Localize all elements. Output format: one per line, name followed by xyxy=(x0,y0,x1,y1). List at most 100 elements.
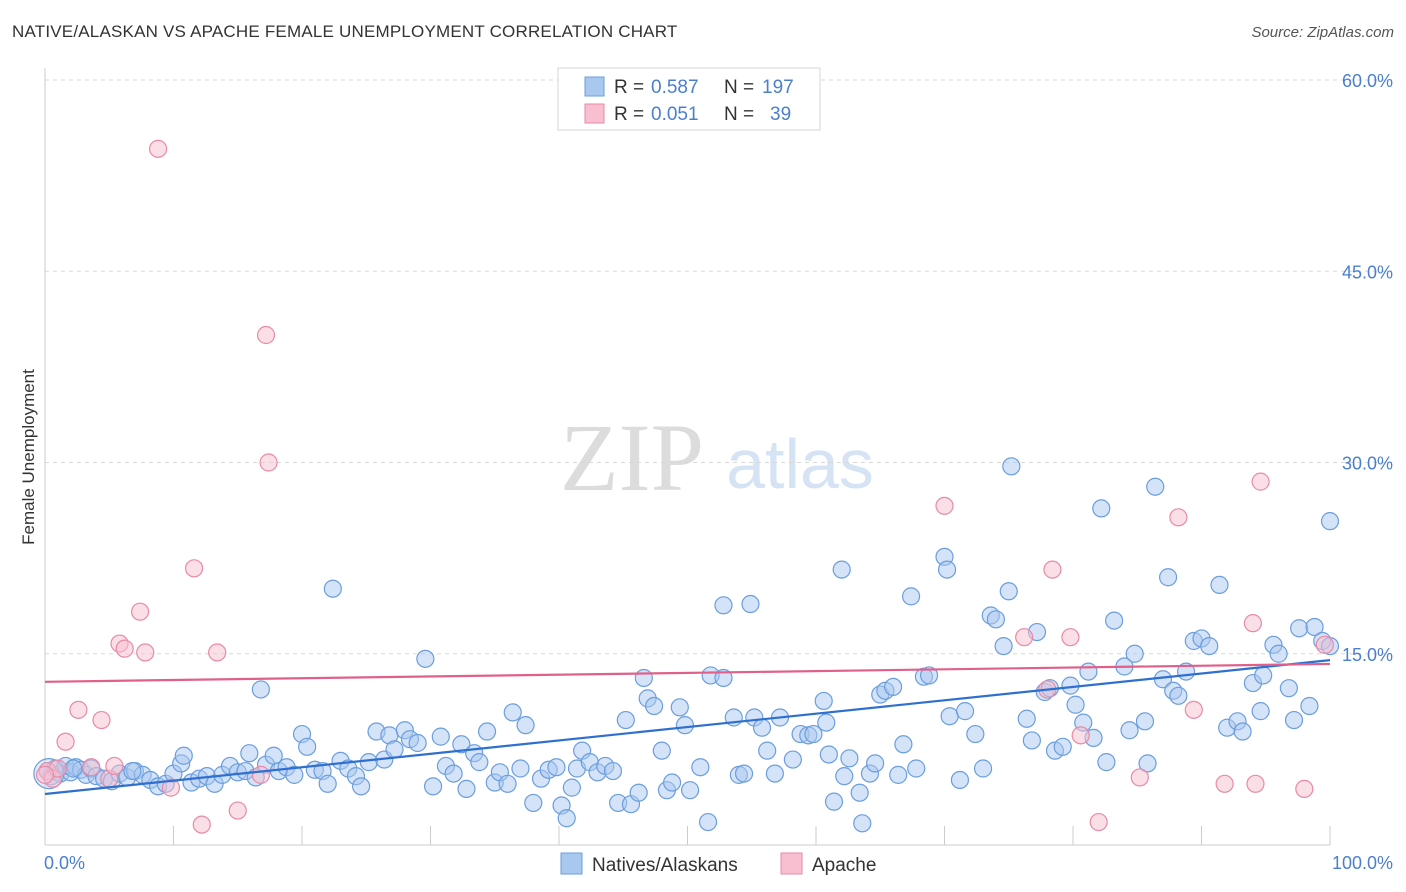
series-apache xyxy=(35,139,1334,834)
data-point-natives xyxy=(1320,512,1340,531)
y-axis-title: Female Unemployment xyxy=(19,369,38,545)
data-point-natives xyxy=(1158,568,1178,587)
data-point-natives xyxy=(907,759,926,778)
data-point-natives xyxy=(423,777,443,796)
data-point-apache xyxy=(1043,560,1062,579)
data-point-apache xyxy=(192,815,211,834)
data-point-natives xyxy=(1092,499,1111,518)
gridlines xyxy=(45,79,1392,655)
data-point-apache xyxy=(256,325,276,345)
data-point-natives xyxy=(973,759,993,778)
data-point-natives xyxy=(477,722,497,741)
data-point-apache xyxy=(1246,774,1265,793)
data-point-apache xyxy=(1251,472,1270,491)
data-point-natives xyxy=(516,716,535,735)
data-point-natives xyxy=(285,765,304,784)
data-point-natives xyxy=(883,677,903,697)
data-point-natives xyxy=(359,753,378,772)
data-point-natives xyxy=(1097,753,1116,772)
watermark: ZIP atlas xyxy=(560,404,874,511)
data-point-natives xyxy=(444,764,463,783)
data-point-apache xyxy=(105,756,124,776)
data-point-natives xyxy=(817,713,836,732)
data-point-natives xyxy=(524,793,543,813)
data-point-natives xyxy=(251,680,270,699)
legend-n-value-2: 39 xyxy=(770,104,791,125)
data-point-natives xyxy=(408,733,427,753)
data-point-apache xyxy=(56,732,75,751)
data-point-natives xyxy=(603,761,623,781)
data-point-natives xyxy=(557,809,576,828)
data-point-natives xyxy=(1284,710,1304,730)
data-point-apache xyxy=(208,643,227,662)
data-point-natives xyxy=(1290,619,1309,638)
data-point-natives xyxy=(1017,709,1036,728)
data-point-natives xyxy=(758,741,777,760)
y-tick-label: 15.0% xyxy=(1342,645,1393,665)
data-point-natives xyxy=(1135,712,1155,731)
legend-n-label-1: N = xyxy=(724,77,754,98)
data-point-natives xyxy=(1210,575,1229,595)
data-point-natives xyxy=(452,735,471,754)
data-point-natives xyxy=(832,560,851,579)
data-point-natives xyxy=(835,767,854,786)
data-point-natives xyxy=(298,737,317,756)
data-point-natives xyxy=(644,696,664,716)
data-point-apache xyxy=(35,765,55,784)
y-tick-label: 30.0% xyxy=(1342,454,1393,474)
data-point-natives xyxy=(840,749,859,768)
data-point-natives xyxy=(352,777,371,796)
legend-bottom-label-apache: Apache xyxy=(812,855,876,876)
legend-r-label-2: R = xyxy=(614,104,644,125)
data-point-natives xyxy=(1146,477,1165,496)
data-point-natives xyxy=(652,741,671,760)
data-point-apache xyxy=(228,801,247,820)
data-point-natives xyxy=(814,691,833,711)
data-point-natives xyxy=(511,759,530,778)
data-point-apache xyxy=(130,602,150,621)
legend-bottom-swatch-pink xyxy=(780,852,803,875)
data-point-natives xyxy=(431,727,450,746)
data-point-natives xyxy=(986,610,1006,629)
data-point-natives xyxy=(1125,644,1144,663)
watermark-zip: ZIP xyxy=(560,404,704,511)
data-point-apache xyxy=(184,559,204,578)
data-point-natives xyxy=(1279,679,1298,698)
data-point-apache xyxy=(82,758,101,777)
data-point-natives xyxy=(783,750,802,769)
axes xyxy=(44,68,1331,846)
data-point-natives xyxy=(498,774,517,793)
data-point-apache xyxy=(92,710,111,730)
watermark-atlas: atlas xyxy=(726,425,874,503)
data-point-natives xyxy=(853,814,872,833)
data-point-natives xyxy=(752,718,772,737)
data-point-natives xyxy=(323,579,342,598)
data-point-apache xyxy=(1130,768,1149,787)
data-point-apache xyxy=(136,643,155,662)
x-tick-label-max: 100.0% xyxy=(1332,853,1393,873)
data-point-apache xyxy=(115,639,134,658)
data-point-apache xyxy=(1215,774,1234,793)
legend-swatch-pink xyxy=(584,103,605,124)
trend-lines xyxy=(44,659,1331,796)
data-point-natives xyxy=(1200,636,1219,656)
data-point-apache xyxy=(161,778,181,797)
legend-bottom-swatch-blue xyxy=(560,852,583,875)
data-point-natives xyxy=(562,778,581,797)
data-point-natives xyxy=(994,636,1013,656)
data-point-natives xyxy=(955,702,975,721)
y-tick-label: 60.0% xyxy=(1342,71,1393,91)
data-point-natives xyxy=(1053,737,1072,756)
data-point-apache xyxy=(1243,614,1263,633)
data-point-natives xyxy=(1233,722,1252,741)
data-point-natives xyxy=(999,582,1018,601)
data-point-natives xyxy=(1254,666,1273,685)
data-point-natives xyxy=(1120,721,1139,740)
legend-r-label-1: R = xyxy=(614,77,644,98)
legend-r-value-2: 0.051 xyxy=(651,104,699,125)
data-point-natives xyxy=(1300,696,1319,716)
series-natives-alaskans xyxy=(33,457,1340,833)
x-tick-label-min: 0.0% xyxy=(44,853,85,873)
data-point-natives xyxy=(691,758,710,777)
